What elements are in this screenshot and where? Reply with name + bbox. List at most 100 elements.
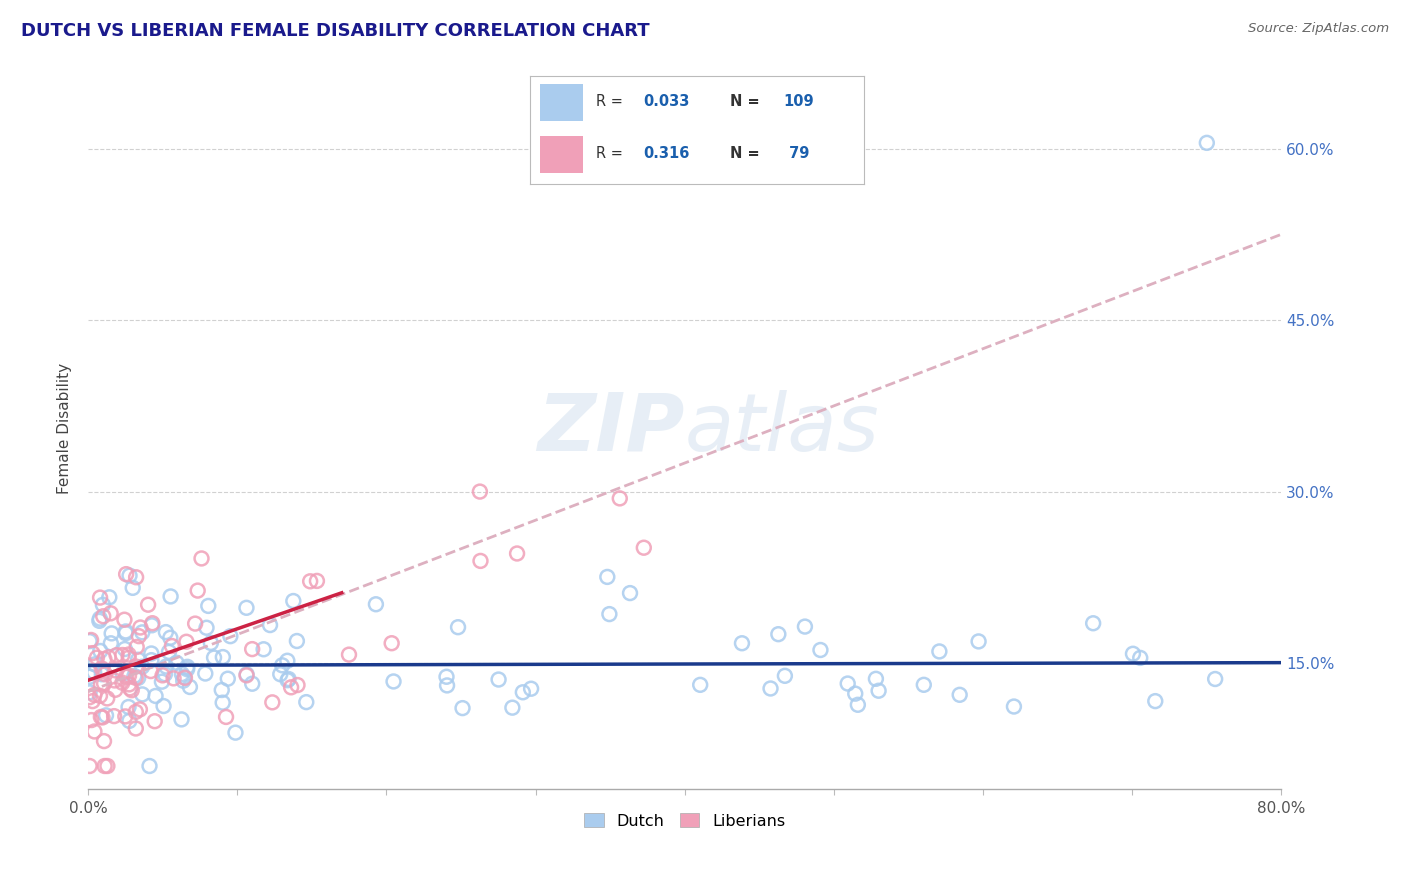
Point (79, 690, 101, 705)
Point (1204, 672, 1226, 686)
Point (118, 677, 141, 691)
Point (90, 710, 112, 724)
Point (129, 620, 152, 634)
Point (949, 688, 972, 702)
Point (844, 687, 866, 701)
Point (94, 708, 117, 723)
Point (382, 674, 405, 689)
Point (240, 677, 263, 691)
Point (141, 618, 163, 632)
Point (436, 670, 458, 684)
Point (111, 666, 134, 681)
Point (520, 681, 543, 696)
Point (166, 656, 188, 670)
Point (179, 680, 201, 694)
Point (271, 658, 294, 673)
Point (104, 664, 127, 678)
Point (277, 673, 299, 688)
Point (141, 647, 163, 661)
Point (103, 709, 125, 723)
Point (200, 636, 222, 650)
Point (79, 670, 101, 684)
Point (103, 673, 125, 688)
Point (117, 648, 139, 662)
Point (89, 644, 111, 658)
Point (364, 597, 387, 611)
Point (80, 665, 103, 680)
Point (125, 659, 148, 673)
Point (105, 648, 128, 662)
Point (111, 648, 134, 662)
Point (118, 650, 141, 665)
Point (118, 668, 141, 682)
Point (447, 620, 470, 634)
Point (506, 547, 529, 561)
Point (138, 759, 160, 773)
Point (159, 631, 181, 645)
Point (82, 694, 104, 708)
Point (381, 636, 404, 650)
Point (219, 629, 242, 643)
Legend: Dutch, Liberians: Dutch, Liberians (578, 806, 792, 835)
Point (295, 695, 318, 709)
Point (91, 598, 114, 612)
Point (173, 670, 195, 684)
Point (773, 669, 796, 683)
Point (837, 676, 859, 690)
Point (115, 670, 138, 684)
Point (100, 626, 122, 640)
Point (118, 681, 141, 696)
Point (125, 640, 148, 654)
Point (91, 710, 114, 724)
Point (136, 598, 159, 612)
Point (259, 618, 281, 632)
Point (96, 691, 118, 706)
Point (127, 671, 149, 685)
Point (94, 667, 117, 681)
Point (197, 599, 219, 613)
Point (89, 591, 111, 605)
Point (1129, 651, 1152, 665)
Point (202, 650, 225, 665)
Point (90, 661, 112, 675)
Point (305, 574, 328, 588)
Point (90, 677, 112, 691)
Point (93, 676, 115, 690)
Point (79, 665, 101, 680)
Point (93, 734, 115, 748)
Point (115, 567, 138, 582)
Point (1144, 694, 1167, 708)
Point (174, 671, 197, 685)
Point (928, 644, 950, 658)
Point (128, 702, 150, 716)
Text: DUTCH VS LIBERIAN FEMALE DISABILITY CORRELATION CHART: DUTCH VS LIBERIAN FEMALE DISABILITY CORR… (21, 22, 650, 40)
Point (868, 683, 890, 698)
Point (194, 666, 217, 681)
Point (91, 609, 114, 624)
Point (131, 659, 153, 673)
Point (79, 759, 101, 773)
Point (80, 713, 103, 727)
Point (141, 653, 163, 667)
Point (160, 639, 183, 653)
Point (141, 616, 163, 631)
Point (114, 624, 136, 639)
Point (98, 591, 121, 605)
Point (470, 554, 492, 568)
Point (127, 653, 149, 667)
Point (211, 696, 233, 710)
Point (162, 671, 184, 685)
Point (114, 709, 136, 723)
Point (125, 722, 148, 736)
Point (967, 634, 990, 648)
Point (128, 629, 150, 643)
Point (145, 689, 167, 703)
Point (89, 614, 111, 628)
Point (262, 695, 284, 709)
Point (211, 683, 233, 698)
Point (86, 650, 108, 665)
Point (155, 659, 177, 673)
Point (810, 643, 832, 657)
Point (235, 667, 257, 681)
Point (224, 725, 246, 739)
